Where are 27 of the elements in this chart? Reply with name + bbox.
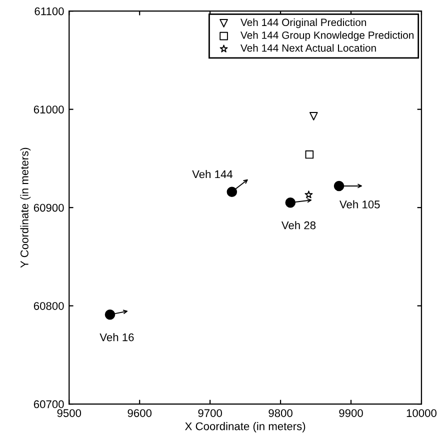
legend-label: Veh 144 Next Actual Location bbox=[240, 44, 376, 52]
point bbox=[285, 198, 296, 208]
x-axis-title: X Coordinate (in meters) bbox=[185, 422, 306, 432]
x-tick-label: 9600 bbox=[128, 409, 152, 418]
annotation: Veh 144 bbox=[192, 170, 233, 178]
x-tick-label: 9800 bbox=[268, 409, 292, 418]
y-tick-label: 61100 bbox=[34, 7, 64, 16]
y-tick-label: 61000 bbox=[34, 106, 64, 114]
legend-label: Veh 144 Original Prediction bbox=[240, 18, 366, 28]
point bbox=[104, 310, 116, 320]
legend-label: Veh 144 Group Knowledge Prediction bbox=[240, 31, 414, 41]
point bbox=[309, 112, 318, 120]
point bbox=[304, 190, 313, 198]
x-tick-label: 9700 bbox=[198, 409, 222, 418]
y-axis-title: Y Coordinate (in meters) bbox=[20, 148, 31, 268]
y-tick-label: 60700 bbox=[34, 400, 64, 408]
point bbox=[305, 150, 314, 159]
point bbox=[334, 180, 344, 192]
annotation: Veh 28 bbox=[281, 221, 316, 230]
point bbox=[226, 186, 238, 197]
x-tick-label: 9900 bbox=[339, 409, 363, 418]
x-tick-label: 10000 bbox=[406, 409, 436, 418]
annotation: Veh 16 bbox=[100, 333, 134, 342]
annotation: Veh 105 bbox=[340, 200, 380, 208]
y-tick-label: 60900 bbox=[34, 204, 64, 212]
x-tick-label: 9500 bbox=[57, 409, 82, 418]
y-tick-label: 60800 bbox=[34, 302, 64, 310]
